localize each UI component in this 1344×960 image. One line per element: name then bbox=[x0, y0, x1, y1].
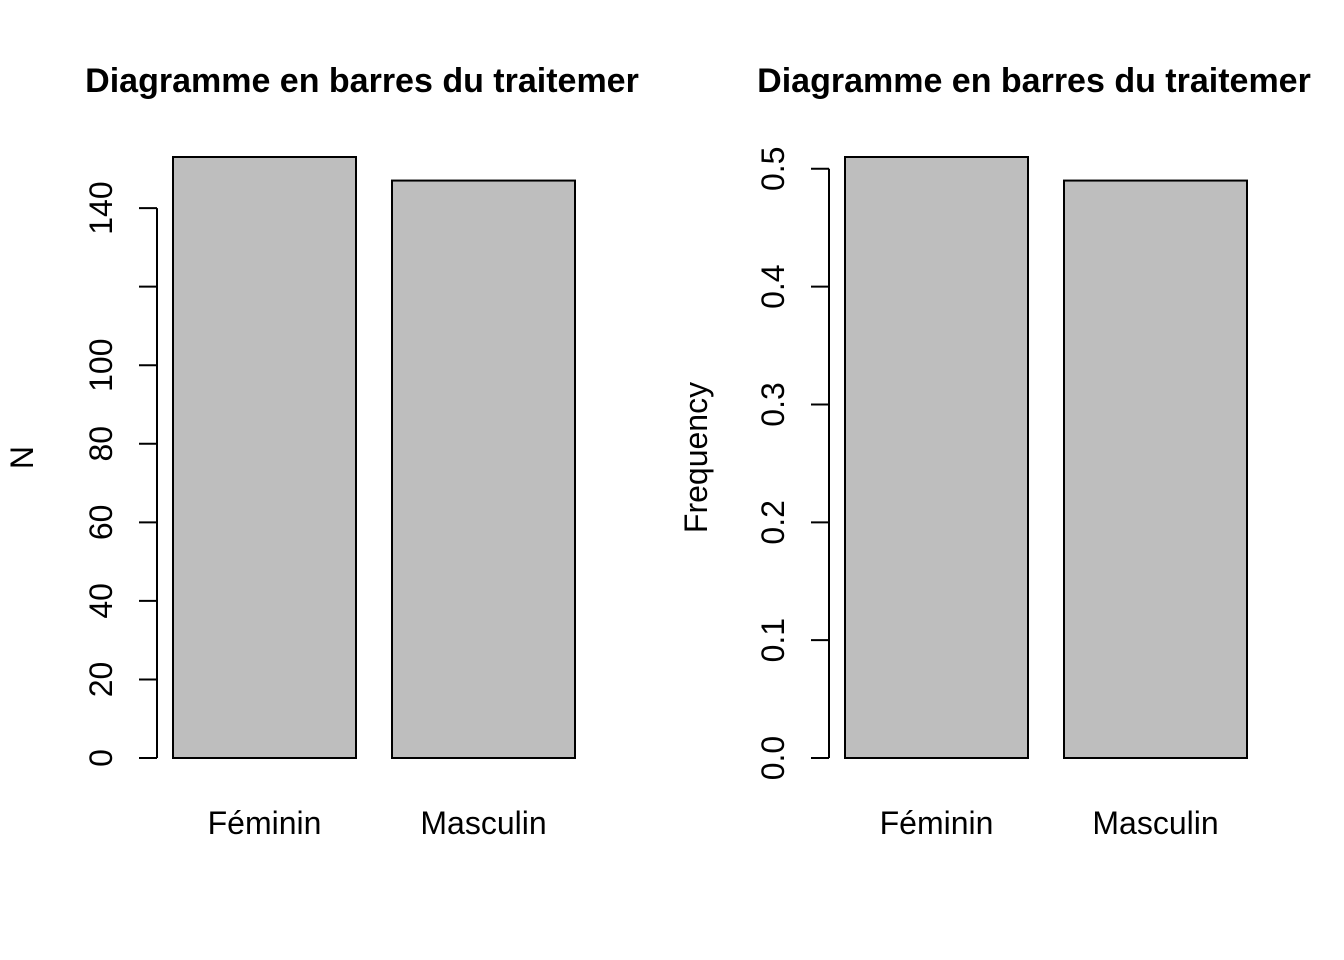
x-category-label: Féminin bbox=[208, 805, 322, 841]
y-tick-label: 140 bbox=[83, 181, 119, 234]
y-tick-label: 60 bbox=[83, 505, 119, 541]
y-tick-label: 0.5 bbox=[755, 147, 791, 191]
bar-fminin bbox=[172, 156, 357, 759]
bar-masculin bbox=[391, 179, 576, 760]
y-tick-label: 0 bbox=[83, 749, 119, 767]
x-category-label: Masculin bbox=[420, 805, 546, 841]
y-tick-label: 0.3 bbox=[755, 382, 791, 426]
y-tick-label: 0.0 bbox=[755, 736, 791, 780]
chart-panel-frequency: Diagramme en barres du traitemer Frequenc… bbox=[678, 62, 1311, 841]
x-category-label: Féminin bbox=[880, 805, 994, 841]
y-tick-label: 20 bbox=[83, 662, 119, 698]
y-tick-label: 0.4 bbox=[755, 264, 791, 308]
bar-fminin bbox=[844, 156, 1029, 759]
chart-title: Diagramme en barres du traitemer bbox=[757, 62, 1311, 100]
x-category-label: Masculin bbox=[1092, 805, 1218, 841]
bar-masculin bbox=[1063, 179, 1248, 760]
y-tick-label: 0.1 bbox=[755, 618, 791, 662]
chart-title: Diagramme en barres du traitemer bbox=[85, 62, 639, 100]
y-tick-label: 100 bbox=[83, 338, 119, 391]
y-tick-label: 40 bbox=[83, 583, 119, 619]
y-tick-label: 0.2 bbox=[755, 500, 791, 544]
y-tick-label: 80 bbox=[83, 426, 119, 462]
y-axis-label: N bbox=[4, 446, 40, 469]
y-axis-label: Frequency bbox=[678, 382, 714, 533]
chart-panel-counts: Diagramme en barres du traitemer N 0 20 40 60… bbox=[4, 62, 639, 841]
